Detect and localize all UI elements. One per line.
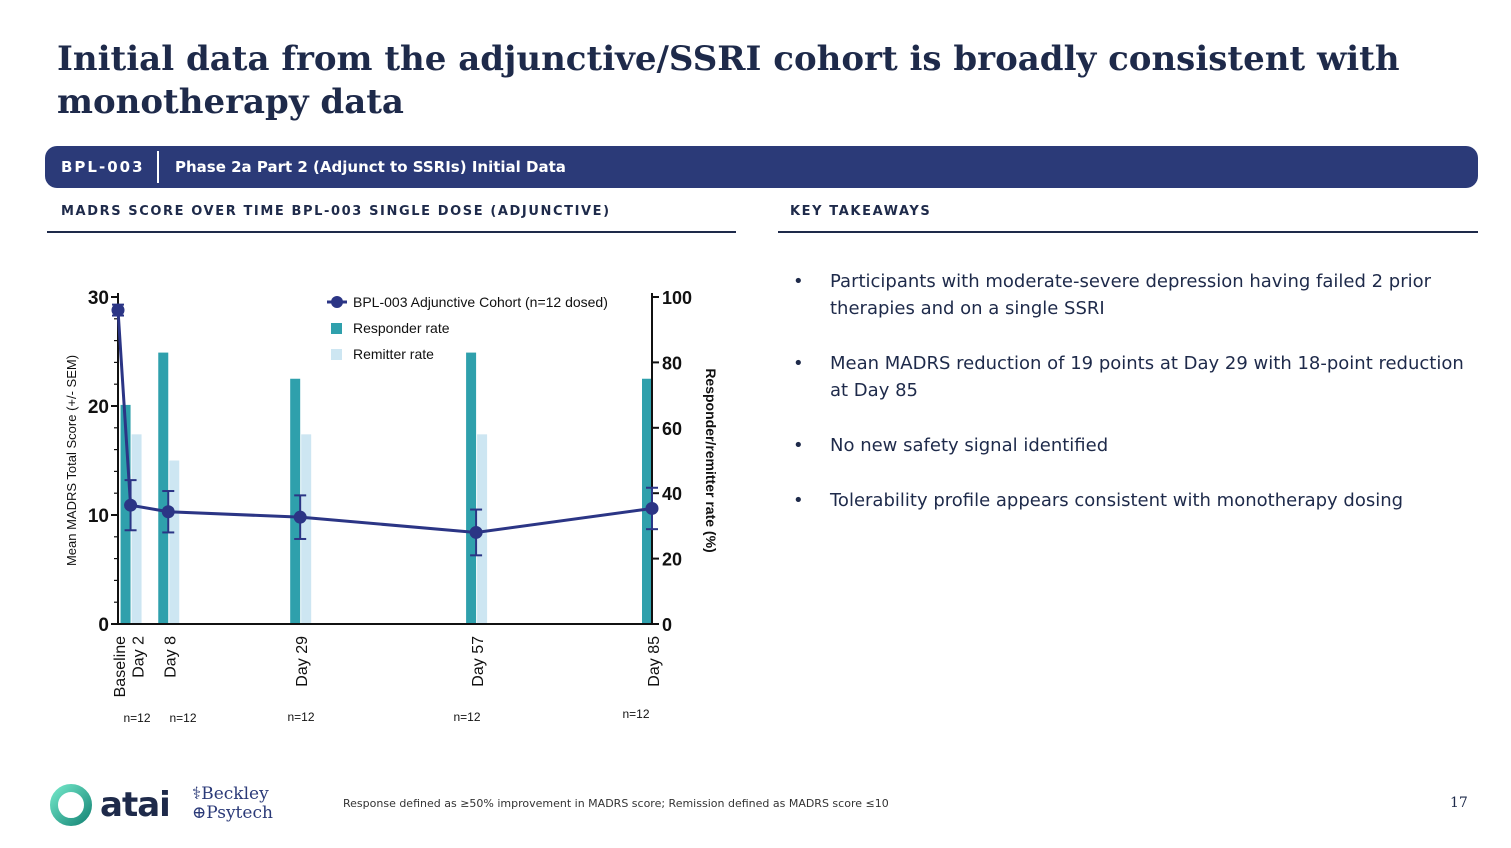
chart-section-heading: MADRS SCORE OVER TIME BPL-003 SINGLE DOS… (61, 204, 611, 219)
beckley-line-2: ⊕Psytech (192, 804, 273, 823)
atai-logo: atai (48, 782, 171, 828)
x-category-label: Day 85 (646, 636, 663, 687)
footnote: Response defined as ≥50% improvement in … (343, 797, 889, 810)
madrs-point (124, 498, 138, 512)
madrs-point (161, 505, 175, 519)
responder-bar (642, 378, 652, 624)
legend-responder-label: Responder rate (353, 320, 450, 336)
caduceus-icon: ⚕ (192, 784, 202, 804)
responder-bar (466, 352, 477, 624)
bullet-icon: • (793, 353, 804, 374)
banner-code: BPL-003 (61, 158, 145, 176)
takeaway-item: • Participants with moderate-severe depre… (790, 268, 1470, 322)
takeaway-text: No new safety signal identified (830, 435, 1109, 456)
n-label: n=12 (169, 711, 196, 725)
x-category-label: Day 57 (470, 636, 487, 687)
banner-divider (157, 151, 159, 183)
x-category-label: Baseline (112, 636, 129, 697)
takeaways-rule (778, 231, 1478, 233)
globe-icon: ⊕ (192, 803, 207, 823)
takeaway-item: • Mean MADRS reduction of 19 points at Da… (790, 350, 1470, 404)
takeaways-heading: KEY TAKEAWAYS (790, 204, 932, 219)
section-banner: BPL-003 Phase 2a Part 2 (Adjunct to SSRI… (45, 146, 1478, 188)
responder-bar (158, 352, 169, 624)
y2-tick-label: 100 (662, 288, 692, 308)
remitter-bar (131, 434, 142, 624)
bullet-icon: • (793, 490, 804, 511)
legend-remitter-label: Remitter rate (353, 346, 434, 362)
page-number: 17 (1450, 795, 1468, 811)
beckley-line-1: ⚕Beckley (192, 785, 273, 804)
y2-tick-label: 80 (662, 353, 682, 373)
y2-tick-label: 0 (662, 615, 672, 635)
legend-line-marker (331, 296, 343, 308)
madrs-line (116, 309, 653, 534)
banner-phase: Phase 2a Part 2 (Adjunct to SSRIs) Initi… (175, 158, 566, 176)
n-label: n=12 (287, 710, 314, 724)
n-label: n=12 (622, 707, 649, 721)
madrs-chart: 0 10 20 30 0 20 40 60 80 100 Mean MADRS Total Scor… (64, 288, 719, 725)
y2-axis-title: Responder/remitter rate (%) (703, 368, 719, 552)
takeaway-text: Participants with moderate-severe depres… (830, 271, 1432, 319)
y-tick-label: 30 (88, 288, 109, 309)
psytech-word: Psytech (206, 803, 273, 823)
n-label: n=12 (123, 711, 150, 725)
legend-line-label: BPL-003 Adjunctive Cohort (n=12 dosed) (353, 294, 608, 310)
takeaway-item: • No new safety signal identified (790, 432, 1470, 459)
responder-bar (120, 404, 131, 624)
n-label: n=12 (453, 710, 480, 724)
y2-tick-label: 40 (662, 484, 682, 504)
atai-ring-icon (50, 784, 92, 826)
madrs-point (645, 501, 659, 515)
madrs-point (293, 510, 307, 524)
responder-bar (290, 378, 301, 624)
x-category-label: Day 29 (294, 636, 311, 687)
madrs-point (469, 525, 483, 539)
madrs-point (111, 303, 125, 317)
y-tick-label: 10 (88, 506, 109, 527)
bullet-icon: • (793, 435, 804, 456)
y2-tick-label: 60 (662, 419, 682, 439)
bullet-icon: • (793, 271, 804, 292)
takeaways-list: • Participants with moderate-severe depre… (790, 268, 1470, 542)
y2-tick-label: 20 (662, 550, 682, 570)
takeaway-item: • Tolerability profile appears consistent… (790, 487, 1470, 514)
takeaway-text: Tolerability profile appears consistent … (830, 490, 1404, 511)
x-category-label: Day 2 (131, 636, 148, 678)
remitter-bar (169, 460, 180, 624)
legend-remitter-swatch (331, 349, 342, 360)
remitter-bar (301, 434, 312, 624)
legend-responder-swatch (331, 323, 342, 334)
beckley-word: Beckley (201, 784, 269, 804)
atai-wordmark: atai (100, 785, 171, 825)
beckley-psytech-logo: ⚕Beckley ⊕Psytech (192, 785, 273, 823)
chart-section-rule (47, 231, 736, 233)
slide-title: Initial data from the adjunctive/SSRI co… (57, 39, 1400, 122)
y-axis-title: Mean MADRS Total Score (+/- SEM) (64, 355, 79, 566)
y-tick-label: 0 (98, 615, 109, 636)
x-category-label: Day 8 (162, 636, 179, 678)
remitter-bar (477, 434, 488, 624)
y-tick-label: 20 (88, 397, 109, 418)
takeaway-text: Mean MADRS reduction of 19 points at Day… (830, 353, 1464, 401)
